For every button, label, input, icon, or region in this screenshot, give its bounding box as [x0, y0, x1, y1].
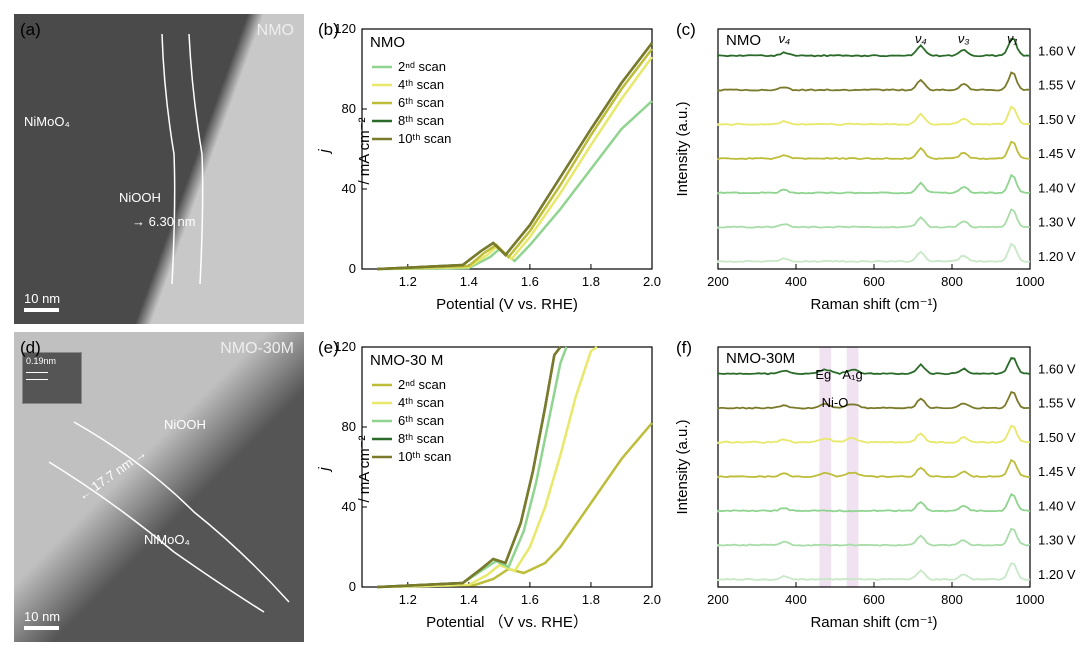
scale-bar: 10 nm: [24, 609, 60, 630]
svg-text:Intensity (a.u.): Intensity (a.u.): [674, 419, 691, 514]
svg-text:4ᵗʰ scan: 4ᵗʰ scan: [398, 395, 444, 410]
svg-text:2.0: 2.0: [643, 592, 661, 607]
svg-text:/ mA cm⁻²: / mA cm⁻²: [356, 117, 373, 184]
svg-text:400: 400: [785, 592, 807, 607]
svg-text:1000: 1000: [1016, 592, 1045, 607]
svg-text:ν₁: ν₁: [1007, 31, 1018, 46]
svg-text:6ᵗʰ scan: 6ᵗʰ scan: [398, 413, 444, 428]
raman-chart-c: 200 400 600 800 1000 Raman shift (cm⁻¹) Intens…: [670, 14, 1080, 324]
svg-text:NMO-30 M: NMO-30 M: [370, 352, 443, 369]
svg-text:NMO: NMO: [370, 34, 405, 51]
svg-text:j: j: [316, 149, 333, 155]
svg-text:1.45 V: 1.45 V: [1038, 146, 1076, 161]
boundary-line: [14, 332, 304, 642]
panel-label: (d): [20, 338, 41, 358]
panel-label: (e): [318, 338, 339, 358]
svg-text:200: 200: [707, 274, 729, 289]
svg-text:2.0: 2.0: [643, 274, 661, 289]
scale-bar: 10 nm: [24, 291, 60, 312]
svg-text:/ mA cm⁻²: / mA cm⁻²: [356, 435, 373, 502]
panel-label: (c): [676, 20, 696, 40]
tem-image-a: NMO NiMoO₄ NiOOH → 6.30 nm 10 nm: [14, 14, 304, 324]
svg-text:800: 800: [941, 592, 963, 607]
svg-text:8ᵗʰ scan: 8ᵗʰ scan: [398, 113, 444, 128]
svg-text:6ᵗʰ scan: 6ᵗʰ scan: [398, 95, 444, 110]
svg-text:NMO: NMO: [726, 32, 761, 49]
svg-text:1.8: 1.8: [582, 592, 600, 607]
panel-label: (f): [676, 338, 692, 358]
svg-text:Potential (V vs. RHE): Potential (V vs. RHE): [436, 296, 578, 313]
svg-text:1.60 V: 1.60 V: [1038, 43, 1076, 58]
svg-text:0: 0: [349, 261, 356, 276]
svg-text:4ᵗʰ scan: 4ᵗʰ scan: [398, 77, 444, 92]
panel-label: (a): [20, 20, 41, 40]
svg-text:1.20 V: 1.20 V: [1038, 567, 1076, 582]
raman-chart-f: 200 400 600 800 1000 Raman shift (cm⁻¹) Intens…: [670, 332, 1080, 642]
svg-text:j: j: [316, 467, 333, 473]
svg-text:ν₃: ν₃: [958, 31, 970, 46]
panel-c: (c) 200 400 600 800 1000 Raman shift (cm⁻¹) In…: [670, 14, 1080, 324]
svg-text:Potential （V vs. RHE）: Potential （V vs. RHE）: [426, 614, 588, 631]
cv-chart-e: 1.21.41.61.82.004080120Potential （V vs. …: [312, 332, 662, 642]
svg-text:ν₄: ν₄: [778, 31, 790, 46]
svg-text:400: 400: [785, 274, 807, 289]
svg-text:1.50 V: 1.50 V: [1038, 430, 1076, 445]
svg-text:10ᵗʰ scan: 10ᵗʰ scan: [398, 131, 451, 146]
svg-text:1.50 V: 1.50 V: [1038, 112, 1076, 127]
svg-text:A₁g: A₁g: [842, 367, 862, 382]
svg-text:600: 600: [863, 592, 885, 607]
svg-text:2ⁿᵈ scan: 2ⁿᵈ scan: [398, 377, 446, 392]
svg-text:80: 80: [342, 101, 356, 116]
panel-label: (b): [318, 20, 339, 40]
svg-text:1.40 V: 1.40 V: [1038, 180, 1076, 195]
svg-text:1.30 V: 1.30 V: [1038, 533, 1076, 548]
boundary-line: [14, 14, 304, 324]
panel-e: (e) 1.21.41.61.82.004080120Potential （V …: [312, 332, 662, 642]
svg-text:ν₄: ν₄: [915, 31, 927, 46]
svg-text:1.60 V: 1.60 V: [1038, 361, 1076, 376]
svg-text:1.30 V: 1.30 V: [1038, 215, 1076, 230]
svg-text:1.20 V: 1.20 V: [1038, 249, 1076, 264]
tem-image-d: NMO-30M 0.19nm NiOOH ← 17.7 nm → NiMoO₄ …: [14, 332, 304, 642]
svg-text:1.6: 1.6: [521, 274, 539, 289]
svg-text:Eg: Eg: [815, 367, 831, 382]
panel-a: (a) NMO NiMoO₄ NiOOH → 6.30 nm 10 nm: [14, 14, 304, 324]
svg-text:NMO-30M: NMO-30M: [726, 350, 795, 367]
svg-text:800: 800: [941, 274, 963, 289]
svg-text:1.6: 1.6: [521, 592, 539, 607]
svg-text:1.45 V: 1.45 V: [1038, 464, 1076, 479]
svg-text:1.55 V: 1.55 V: [1038, 78, 1076, 93]
panel-f: (f) 200 400 600 800 1000 Raman shift (cm⁻¹) In…: [670, 332, 1080, 642]
svg-text:200: 200: [707, 592, 729, 607]
svg-text:Intensity (a.u.): Intensity (a.u.): [674, 101, 691, 196]
svg-text:10ᵗʰ scan: 10ᵗʰ scan: [398, 449, 451, 464]
svg-text:0: 0: [349, 579, 356, 594]
svg-text:Raman shift (cm⁻¹): Raman shift (cm⁻¹): [810, 614, 937, 631]
svg-text:1.8: 1.8: [582, 274, 600, 289]
svg-text:40: 40: [342, 499, 356, 514]
panel-b: (b) 1.21.41.61.82.004080120Potential (V …: [312, 14, 662, 324]
svg-text:1.2: 1.2: [399, 592, 417, 607]
svg-text:1.4: 1.4: [460, 274, 478, 289]
svg-text:1.2: 1.2: [399, 274, 417, 289]
svg-text:8ᵗʰ scan: 8ᵗʰ scan: [398, 431, 444, 446]
svg-text:Ni-O: Ni-O: [822, 395, 849, 410]
svg-text:1.55 V: 1.55 V: [1038, 396, 1076, 411]
panel-d: (d) NMO-30M 0.19nm NiOOH ← 17.7 nm → NiM…: [14, 332, 304, 642]
svg-text:Raman shift (cm⁻¹): Raman shift (cm⁻¹): [810, 296, 937, 313]
svg-text:1.4: 1.4: [460, 592, 478, 607]
svg-text:1.40 V: 1.40 V: [1038, 498, 1076, 513]
svg-text:40: 40: [342, 181, 356, 196]
svg-text:80: 80: [342, 419, 356, 434]
svg-text:2ⁿᵈ scan: 2ⁿᵈ scan: [398, 59, 446, 74]
cv-chart-b: 1.21.41.61.82.004080120Potential (V vs. …: [312, 14, 662, 324]
svg-text:1000: 1000: [1016, 274, 1045, 289]
svg-text:600: 600: [863, 274, 885, 289]
